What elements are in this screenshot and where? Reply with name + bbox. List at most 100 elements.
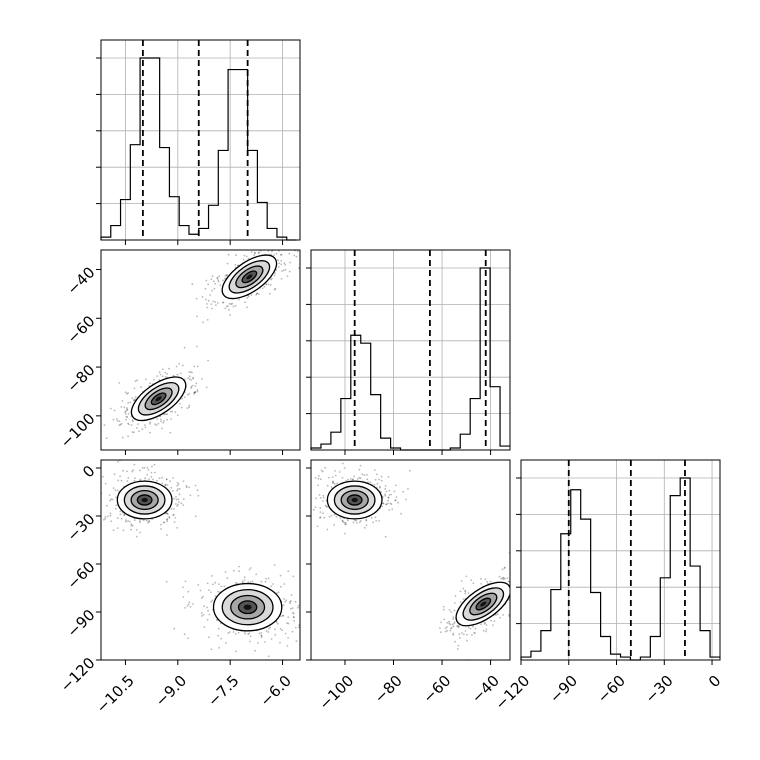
sample-point [117, 479, 120, 482]
sample-point [459, 601, 462, 603]
sample-point [276, 592, 278, 594]
sample-point [237, 631, 240, 634]
sample-point [287, 637, 289, 639]
sample-point [119, 513, 122, 516]
sample-point [217, 279, 220, 281]
sample-point [407, 488, 409, 490]
sample-point [373, 484, 376, 486]
sample-point [117, 461, 119, 463]
sample-point [273, 274, 276, 277]
sample-point [131, 524, 134, 527]
sample-point [208, 589, 210, 591]
sample-point [440, 631, 442, 634]
sample-point [280, 263, 283, 266]
sample-point [209, 294, 212, 296]
sample-point [207, 283, 210, 286]
sample-point [442, 605, 445, 608]
sample-point [195, 345, 198, 348]
sample-point [333, 483, 336, 485]
sample-point [273, 246, 275, 248]
sample-point [247, 257, 250, 260]
sample-point [287, 570, 290, 572]
sample-point [315, 497, 317, 500]
sample-point [217, 280, 220, 283]
sample-point [456, 625, 459, 628]
sample-point [317, 477, 320, 480]
sample-point [513, 578, 515, 580]
sample-point [122, 529, 125, 532]
sample-point [238, 298, 241, 301]
sample-point [193, 365, 196, 368]
sample-point [452, 632, 455, 635]
sample-point [319, 497, 322, 499]
sample-point [125, 519, 127, 521]
sample-point [286, 645, 289, 647]
sample-point [249, 640, 252, 643]
sample-point [321, 470, 324, 473]
sample-point [232, 305, 235, 308]
sample-point [206, 306, 209, 309]
sample-point [111, 498, 114, 501]
sample-point [216, 277, 219, 280]
sample-point [231, 302, 234, 305]
sample-point [388, 489, 391, 492]
sample-point [450, 627, 452, 630]
x-tick-label: −7.5 [204, 672, 242, 710]
sample-point [258, 632, 261, 635]
sample-point [149, 431, 151, 434]
sample-point [279, 641, 281, 644]
sample-point [188, 392, 191, 395]
sample-point [472, 582, 475, 585]
sample-point [356, 522, 358, 524]
sample-point [110, 520, 113, 523]
sample-point [206, 618, 209, 621]
sample-point [380, 475, 383, 478]
sample-point [206, 582, 209, 585]
sample-point [351, 479, 354, 481]
sample-point [211, 275, 214, 278]
sample-point [225, 305, 228, 308]
y-tick-label: −90 [63, 606, 98, 641]
sample-point [243, 579, 246, 581]
histogram-panel-1 [306, 249, 511, 455]
sample-point [191, 371, 193, 374]
sample-point [220, 585, 223, 588]
density-peak [141, 497, 148, 503]
sample-point [353, 519, 356, 522]
sample-point [282, 614, 285, 617]
sample-point [319, 507, 322, 509]
sample-point [281, 270, 283, 272]
sample-point [172, 477, 175, 479]
sample-point [227, 253, 230, 256]
sample-point [115, 496, 117, 499]
sample-point [139, 521, 141, 524]
sample-point [260, 634, 263, 637]
sample-point [133, 399, 136, 401]
sample-point [146, 466, 149, 469]
sample-point [207, 299, 210, 302]
sample-point [375, 473, 378, 476]
sample-point [370, 517, 373, 519]
sample-point [135, 457, 137, 459]
sample-point [449, 629, 452, 632]
sample-point [486, 580, 489, 583]
sample-point [484, 578, 487, 581]
sample-point [245, 255, 248, 258]
sample-point [184, 580, 187, 583]
sample-point [384, 535, 387, 538]
sample-point [114, 508, 117, 510]
sample-point [480, 577, 482, 580]
sample-point [218, 275, 221, 277]
sample-point [355, 519, 358, 522]
sample-point [172, 508, 175, 510]
sample-point [444, 630, 447, 633]
sample-point [126, 409, 128, 412]
sample-point [131, 470, 134, 473]
sample-point [235, 650, 238, 653]
sample-point [284, 268, 287, 271]
sample-point [366, 478, 369, 481]
sample-point [448, 609, 451, 611]
sample-point [195, 382, 198, 385]
sample-point [347, 519, 349, 522]
sample-point [234, 305, 237, 307]
